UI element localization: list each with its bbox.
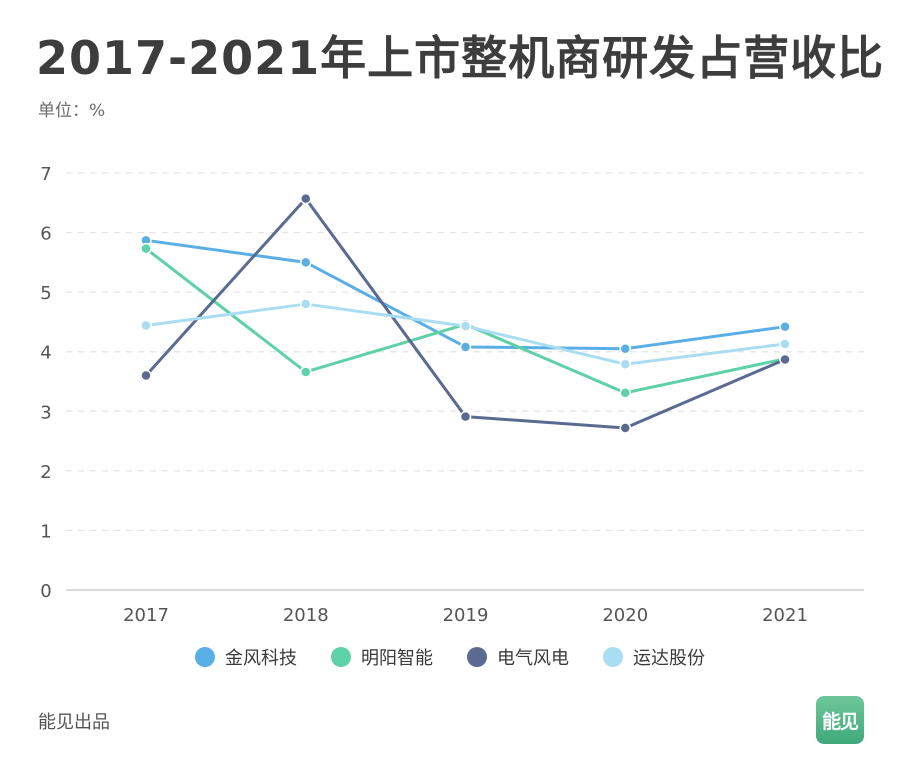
legend-label: 电气风电	[497, 648, 569, 669]
legend-swatch	[603, 647, 623, 667]
legend-swatch	[467, 647, 487, 667]
data-point	[140, 319, 152, 332]
y-tick-label: 7	[40, 164, 51, 185]
data-point	[140, 369, 152, 382]
legend-item: 明阳智能	[331, 644, 433, 670]
y-tick-label: 1	[40, 521, 51, 542]
chart-title: 2017-2021年上市整机商研发占营收比	[36, 31, 885, 85]
legend: 金风科技 明阳智能 电气风电 运达股份	[0, 644, 900, 670]
x-tick-label: 2017	[123, 605, 169, 626]
y-tick-label: 6	[40, 224, 51, 245]
legend-label: 金风科技	[225, 648, 297, 669]
footer-credit: 能见出品	[38, 712, 110, 733]
x-tick-label: 2021	[762, 605, 808, 626]
line-chart: 0 1 2 3 4 5 6 7 2017 2018 2019 2020 2021	[40, 164, 864, 626]
legend-swatch	[331, 647, 351, 667]
legend-label: 明阳智能	[361, 648, 433, 669]
data-point	[300, 192, 312, 205]
x-tick-label: 2019	[443, 605, 489, 626]
data-point	[459, 320, 472, 332]
series-line	[145, 238, 786, 351]
data-point	[779, 320, 791, 333]
x-tick-label: 2020	[602, 605, 648, 626]
data-point	[619, 387, 631, 399]
y-tick-label: 2	[40, 462, 51, 483]
data-point	[459, 341, 472, 353]
y-tick-label: 5	[40, 283, 51, 304]
data-point	[459, 410, 472, 423]
data-point	[619, 422, 631, 434]
data-point	[140, 242, 152, 255]
y-tick-label: 0	[40, 581, 51, 602]
legend-label: 运达股份	[633, 648, 705, 669]
legend-item: 运达股份	[603, 644, 705, 670]
data-point	[619, 358, 631, 370]
data-point	[779, 338, 791, 350]
y-tick-label: 4	[40, 343, 51, 364]
data-point	[300, 256, 312, 269]
y-tick-label: 3	[40, 402, 51, 423]
unit-label: 单位：%	[38, 101, 106, 121]
x-tick-label: 2018	[283, 605, 329, 626]
brand-logo-badge: 能见	[816, 696, 864, 744]
legend-swatch	[195, 647, 215, 667]
series-line	[145, 302, 786, 366]
data-point	[779, 353, 791, 366]
data-point	[300, 366, 312, 378]
data-point	[619, 342, 631, 355]
data-point	[300, 298, 312, 310]
legend-item: 金风科技	[195, 644, 297, 670]
legend-item: 电气风电	[467, 644, 569, 670]
